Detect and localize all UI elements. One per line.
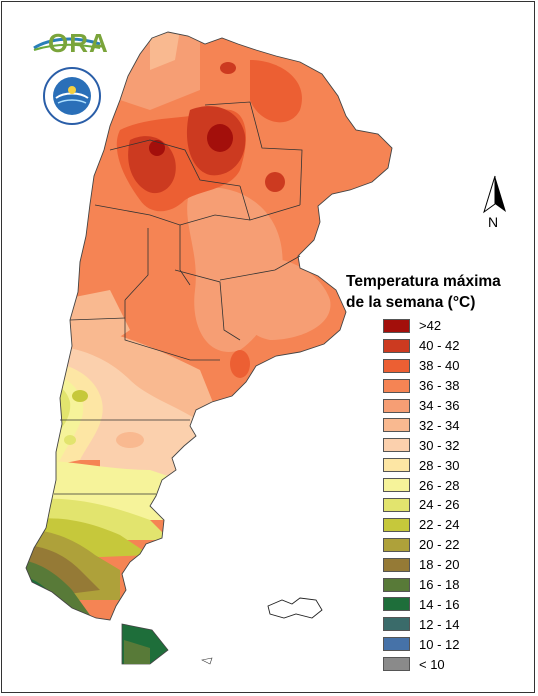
legend-item: 14 - 16 <box>383 594 459 614</box>
legend-label: < 10 <box>419 656 445 672</box>
province-boundaries <box>54 101 303 495</box>
legend-label: 30 - 32 <box>419 437 460 453</box>
legend-label: 32 - 34 <box>419 417 460 433</box>
legend-label: 12 - 14 <box>419 616 460 632</box>
legend-swatch <box>383 617 410 632</box>
legend-label: 18 - 20 <box>419 557 460 573</box>
legend-swatch <box>383 458 410 473</box>
legend-swatch <box>383 557 410 572</box>
legend-swatch <box>383 418 410 433</box>
legend-item: 34 - 36 <box>383 396 459 416</box>
legend-swatch <box>383 517 410 532</box>
legend-item: 18 - 20 <box>383 555 459 575</box>
smn-seal-icon <box>43 67 101 125</box>
legend-label: 34 - 36 <box>419 398 460 413</box>
islas-malvinas <box>267 597 323 619</box>
legend-swatch <box>383 378 410 393</box>
legend-label: 26 - 28 <box>419 477 460 493</box>
legend-label: 40 - 42 <box>419 338 460 354</box>
legend-item: 32 - 34 <box>383 415 459 435</box>
legend-item: 36 - 38 <box>383 376 459 396</box>
legend: >42 40 - 42 38 - 40 36 - 38 34 - 36 32 - 34 30… <box>383 316 459 674</box>
north-label: N <box>488 214 499 230</box>
ora-logo <box>33 37 101 51</box>
legend-swatch <box>383 537 410 552</box>
north-arrow-icon <box>483 175 506 214</box>
legend-title: Temperatura máxima de la semana (°C) <box>346 271 536 313</box>
legend-swatch <box>383 577 410 592</box>
legend-item: 10 - 12 <box>383 634 459 654</box>
legend-swatch <box>383 597 410 612</box>
legend-label: 36 - 38 <box>419 378 460 394</box>
legend-item: 16 - 18 <box>383 575 459 595</box>
legend-label: 14 - 16 <box>419 596 460 612</box>
legend-item: 26 - 28 <box>383 475 459 495</box>
legend-label: 20 - 22 <box>419 537 460 553</box>
legend-label: 24 - 26 <box>419 497 460 513</box>
legend-item: < 10 <box>383 654 459 674</box>
legend-title-line1: Temperatura máxima <box>346 273 501 290</box>
legend-label: 28 - 30 <box>419 457 460 473</box>
legend-item: 38 - 40 <box>383 356 459 376</box>
legend-label: >42 <box>419 318 442 334</box>
legend-label: 22 - 24 <box>419 517 460 533</box>
legend-item: 28 - 30 <box>383 455 459 475</box>
legend-item: 40 - 42 <box>383 336 459 356</box>
legend-swatch <box>383 497 410 512</box>
legend-swatch <box>383 358 410 373</box>
legend-item: 22 - 24 <box>383 515 459 535</box>
legend-swatch <box>383 637 410 652</box>
legend-item: 20 - 22 <box>383 535 459 555</box>
legend-swatch <box>383 338 410 353</box>
legend-swatch <box>383 318 410 333</box>
legend-label: 38 - 40 <box>419 358 460 374</box>
legend-swatch <box>383 438 410 453</box>
legend-item: 30 - 32 <box>383 435 459 455</box>
legend-swatch <box>383 657 410 672</box>
ora-logo-text: ORA <box>48 28 109 58</box>
legend-label: 10 - 12 <box>419 636 460 652</box>
legend-swatch <box>383 398 410 413</box>
legend-title-line2: de la semana (°C) <box>346 294 476 311</box>
legend-swatch <box>383 478 410 493</box>
legend-item: 24 - 26 <box>383 495 459 515</box>
legend-item: >42 <box>383 316 459 336</box>
legend-label: 16 - 18 <box>419 577 460 593</box>
legend-item: 12 - 14 <box>383 614 459 634</box>
